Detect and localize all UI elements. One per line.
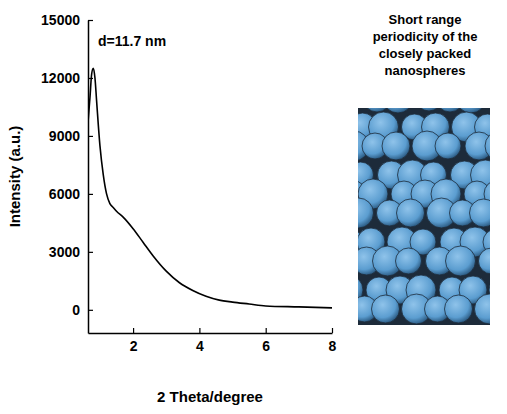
tick: 15000 [41, 12, 93, 28]
plot-area [88, 68, 332, 308]
data-line [88, 68, 332, 308]
nanosphere [446, 246, 476, 276]
tick: 3000 [49, 244, 93, 260]
nanosphere [489, 108, 490, 111]
nanosphere [485, 131, 490, 161]
nanosphere [397, 199, 425, 227]
tick-label: 3000 [49, 244, 80, 260]
tick: 9000 [49, 128, 93, 144]
nanosphere-illustration [358, 108, 490, 325]
nanosphere [358, 198, 374, 228]
side-label-line: Short range [389, 12, 462, 27]
nanosphere [475, 294, 491, 324]
tick-label: 0 [72, 302, 80, 318]
nanosphere [436, 108, 464, 112]
tick-mark [199, 328, 200, 333]
tick-label: 15000 [41, 12, 80, 28]
tick-mark [88, 252, 93, 253]
tick-label: 12000 [41, 70, 80, 86]
x-axis-title: 2 Theta/degree [157, 388, 263, 405]
axis-line [89, 333, 333, 335]
tick-mark [332, 328, 333, 333]
tick-mark [88, 20, 93, 21]
nanosphere [435, 133, 461, 159]
tick-mark [88, 194, 93, 195]
tick: 12000 [41, 70, 93, 86]
tick-label: 9000 [49, 128, 80, 144]
tick: 4 [196, 328, 204, 354]
x-axis: 2 4 6 8 [89, 328, 337, 354]
chart: 2 4 6 8 0 3000 6000 9000 12000 15000 2 Theta/degre… [0, 0, 507, 414]
tick-label: 8 [329, 338, 337, 354]
tick-label: 2 [130, 338, 138, 354]
nanosphere [445, 295, 473, 323]
nanosphere [382, 132, 410, 160]
nanosphere [363, 108, 391, 112]
y-axis-title: Intensity (a.u.) [6, 126, 23, 228]
axis-line [88, 21, 90, 334]
side-label: Short range periodicity of the closely pac… [373, 12, 478, 78]
tick: 6000 [49, 186, 93, 202]
y-axis: 0 3000 6000 9000 12000 15000 [41, 12, 93, 334]
side-label-line: periodicity of the [373, 29, 478, 44]
tick: 2 [130, 328, 138, 354]
tick: 6 [262, 328, 270, 354]
nanosphere [416, 108, 442, 111]
tick-label: 4 [196, 338, 204, 354]
side-label-line: closely packed [379, 46, 472, 61]
tick-mark [133, 328, 134, 333]
nanosphere [479, 248, 491, 274]
nanosphere [396, 248, 422, 274]
annotation: d=11.7 nm [98, 33, 166, 49]
tick: 0 [72, 302, 93, 318]
tick-mark [88, 310, 93, 311]
nanosphere [358, 108, 359, 111]
tick-label: 6000 [49, 186, 80, 202]
tick-mark [266, 328, 267, 333]
nanosphere [372, 295, 400, 323]
nanosphere [456, 108, 486, 113]
tick-mark [88, 78, 93, 79]
side-label-line: nanospheres [385, 63, 466, 78]
nanosphere [470, 199, 491, 227]
tick-mark [88, 136, 93, 137]
tick-label: 6 [262, 338, 270, 354]
tick: 8 [329, 328, 337, 354]
